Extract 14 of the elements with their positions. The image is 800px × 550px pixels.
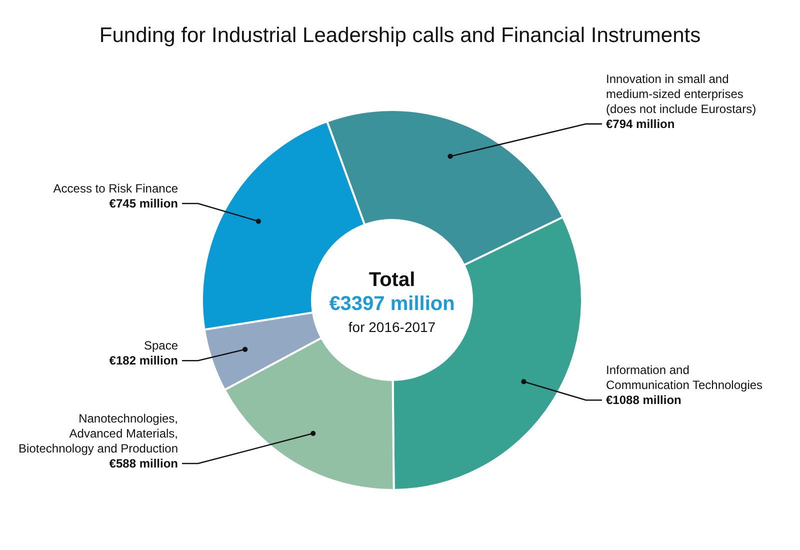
- data-label: €1088 million: [606, 393, 682, 408]
- text: €3397 million: [329, 293, 455, 315]
- text: for 2016-2017: [348, 319, 436, 335]
- slice-label: Access to Risk Finance: [53, 182, 178, 196]
- slice-label: Nanotechnologies, Advanced Materials, Biotechnology and Production: [18, 412, 178, 456]
- data-label: €794 million: [606, 116, 675, 131]
- data-label: €588 million: [109, 456, 178, 471]
- slice-label: Space: [144, 338, 178, 353]
- chart-title: Funding for Industrial Leadership calls and Financial Instruments: [99, 24, 701, 47]
- slice-label: Innovation in small and medium-sized enterprises (does not include Eurostars): [606, 72, 756, 116]
- data-label: €745 million: [109, 196, 178, 210]
- text: Total: [368, 269, 416, 291]
- data-label: €182 million: [109, 354, 178, 368]
- slice-label: Information and Communication Technologies: [606, 363, 763, 392]
